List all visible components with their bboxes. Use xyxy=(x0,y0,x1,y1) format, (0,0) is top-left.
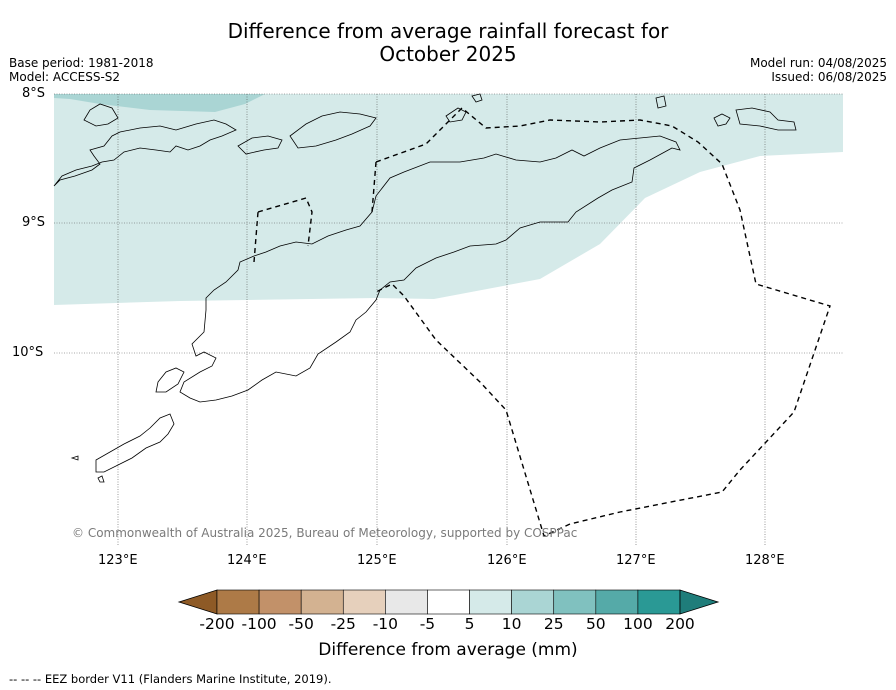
lat-label-9s: 9°S xyxy=(22,215,46,230)
colorbar-segment xyxy=(553,589,597,615)
island-small-2 xyxy=(713,113,731,127)
colorbar-segment xyxy=(469,589,512,615)
lon-label-126e: 126°E xyxy=(487,553,527,568)
lon-label-123e: 123°E xyxy=(98,553,138,568)
chart-title: Difference from average rainfall forecas… xyxy=(0,20,896,66)
island-sumba xyxy=(95,413,175,473)
copyright-notice: © Commonwealth of Australia 2025, Bureau… xyxy=(72,526,578,540)
eez-legend-note: -- -- -- EEZ border V11 (Flanders Marine… xyxy=(9,672,332,686)
eez-border xyxy=(253,107,831,537)
colorbar-tick-label: 5 xyxy=(464,615,475,633)
title-line-1: Difference from average rainfall forecas… xyxy=(227,19,669,43)
colorbar-segment xyxy=(300,589,344,615)
island-rote xyxy=(155,367,185,393)
metadata-left: Base period: 1981-2018 Model: ACCESS-S2 xyxy=(9,56,154,84)
island-wetar xyxy=(289,111,377,149)
colorbar-tick-label: -10 xyxy=(372,615,399,633)
model-run: Model run: 04/08/2025 xyxy=(749,56,887,70)
graticule xyxy=(54,93,843,545)
colorbar-segment xyxy=(258,589,302,615)
island-islet-2 xyxy=(97,475,105,483)
model-name: Model: ACCESS-S2 xyxy=(9,70,121,84)
colorbar-tick-label: 100 xyxy=(623,615,653,633)
coastlines xyxy=(53,93,797,483)
colorbar-tick-label: -100 xyxy=(241,615,277,633)
colorbar-extend-low xyxy=(177,589,218,615)
colorbar-segment xyxy=(385,589,428,615)
colorbar-segment xyxy=(511,589,555,615)
lon-label-125e: 125°E xyxy=(357,553,397,568)
lon-label-128e: 128°E xyxy=(745,553,785,568)
timor-coastline xyxy=(179,135,681,403)
colorbar-extend-high xyxy=(679,589,720,615)
colorbar-tick-label: 200 xyxy=(665,615,695,633)
colorbar-tick-label: -25 xyxy=(330,615,356,633)
colorbar-tick-label: 25 xyxy=(543,615,564,633)
anomaly-band-5-10 xyxy=(54,94,843,305)
anomaly-band-10-25 xyxy=(54,94,265,112)
colorbar-segment xyxy=(342,589,386,615)
colorbar-segment xyxy=(216,589,260,615)
issued-date: Issued: 06/08/2025 xyxy=(771,70,887,84)
colorbar-tick-label: 10 xyxy=(501,615,522,633)
lon-label-124e: 124°E xyxy=(227,553,267,568)
island-islet-1 xyxy=(70,455,79,461)
colorbar-segment xyxy=(595,589,639,615)
metadata-right: Model run: 04/08/2025 Issued: 06/08/2025 xyxy=(750,56,887,84)
flores-alor-coastline xyxy=(53,119,237,187)
colorbar-tick-label: -50 xyxy=(288,615,314,633)
colorbar-tick-label: -200 xyxy=(199,615,235,633)
colorbar-segment xyxy=(427,589,470,615)
colorbar-title: Difference from average (mm) xyxy=(318,640,578,660)
colorbar-tick-label: -5 xyxy=(419,615,436,633)
base-period: Base period: 1981-2018 xyxy=(9,56,154,70)
island-small-4 xyxy=(471,93,483,103)
island-small-1 xyxy=(655,95,667,109)
island-alor xyxy=(237,135,283,155)
island-small-3 xyxy=(735,107,797,131)
lat-label-10s: 10°S xyxy=(12,345,44,360)
lat-label-8s: 8°S xyxy=(22,86,46,101)
colorbar-tick-label: 50 xyxy=(585,615,606,633)
island-north xyxy=(83,103,119,127)
colorbar-segment xyxy=(637,589,681,615)
title-line-2: October 2025 xyxy=(379,42,517,66)
lon-label-127e: 127°E xyxy=(616,553,656,568)
